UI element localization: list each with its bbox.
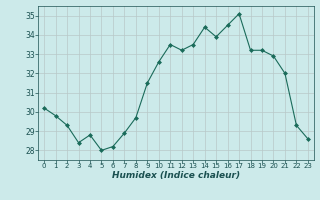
X-axis label: Humidex (Indice chaleur): Humidex (Indice chaleur): [112, 171, 240, 180]
